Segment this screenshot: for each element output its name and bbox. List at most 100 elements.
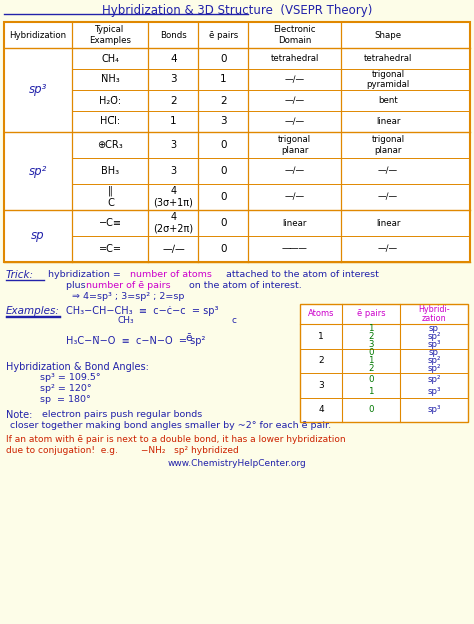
Text: 1: 1 bbox=[368, 387, 374, 396]
Text: —∕—: —∕— bbox=[378, 167, 398, 175]
Text: sp³: sp³ bbox=[427, 340, 441, 349]
Text: linear: linear bbox=[376, 117, 400, 126]
Text: 0: 0 bbox=[220, 54, 227, 64]
Text: on the atom of interest.: on the atom of interest. bbox=[186, 281, 302, 290]
Text: H₃C−N̈−O  ≡  c−N−O  = sp²: H₃C−N̈−O ≡ c−N−O = sp² bbox=[66, 336, 205, 346]
Text: electron pairs push regular bonds: electron pairs push regular bonds bbox=[42, 410, 202, 419]
Text: Electronic
Domain: Electronic Domain bbox=[273, 26, 316, 45]
Text: www.ChemistryHelpCenter.org: www.ChemistryHelpCenter.org bbox=[168, 459, 306, 468]
Text: ‖
 C: ‖ C bbox=[105, 186, 115, 208]
Text: 0: 0 bbox=[220, 140, 227, 150]
Text: 2: 2 bbox=[318, 356, 324, 365]
Text: Hybridization & 3D Structure  (VSEPR Theory): Hybridization & 3D Structure (VSEPR Theo… bbox=[102, 4, 372, 17]
Text: —∕—: —∕— bbox=[285, 192, 305, 202]
Text: 3: 3 bbox=[318, 381, 324, 390]
Text: sp: sp bbox=[31, 230, 45, 243]
Text: 4: 4 bbox=[170, 54, 177, 64]
Text: 3: 3 bbox=[170, 166, 176, 176]
Text: 2: 2 bbox=[368, 364, 374, 373]
Bar bbox=[300, 304, 468, 422]
Text: If an atom with ē pair is next to a double bond, it has a lower hybridization: If an atom with ē pair is next to a doub… bbox=[6, 435, 346, 444]
Text: =C=: =C= bbox=[99, 244, 121, 254]
Text: Hybridization & Bond Angles:: Hybridization & Bond Angles: bbox=[6, 362, 149, 372]
Text: sp  = 180°: sp = 180° bbox=[40, 395, 91, 404]
Bar bbox=[4, 22, 470, 262]
Text: ē pairs: ē pairs bbox=[209, 31, 238, 39]
Text: attached to the atom of interest: attached to the atom of interest bbox=[223, 270, 379, 279]
Text: 0: 0 bbox=[220, 166, 227, 176]
Text: —∕—: —∕— bbox=[162, 244, 185, 254]
Text: 3: 3 bbox=[170, 74, 177, 84]
Text: 0: 0 bbox=[220, 244, 227, 254]
Text: 1: 1 bbox=[318, 332, 324, 341]
Text: trigonal
planar: trigonal planar bbox=[278, 135, 311, 155]
Text: —∕—: —∕— bbox=[285, 117, 305, 126]
Text: 0: 0 bbox=[220, 192, 227, 202]
Text: ⊕CR₃: ⊕CR₃ bbox=[97, 140, 123, 150]
Text: number of atoms: number of atoms bbox=[130, 270, 212, 279]
Text: sp: sp bbox=[429, 324, 439, 333]
Text: HC̈l̈:: HC̈l̈: bbox=[100, 117, 120, 127]
Text: plus: plus bbox=[66, 281, 89, 290]
Text: 0: 0 bbox=[368, 405, 374, 414]
Text: sp²: sp² bbox=[427, 364, 441, 373]
Text: Hybridization: Hybridization bbox=[9, 31, 66, 39]
Text: BH₃: BH₃ bbox=[101, 166, 119, 176]
Text: —―—: —―— bbox=[282, 245, 308, 253]
Text: sp³: sp³ bbox=[427, 405, 441, 414]
Text: 1: 1 bbox=[220, 74, 227, 84]
Text: linear: linear bbox=[283, 218, 307, 228]
Text: sp³: sp³ bbox=[427, 387, 441, 396]
Text: sp²: sp² bbox=[427, 356, 441, 365]
Text: N̈H₃: N̈H₃ bbox=[100, 74, 119, 84]
Text: 1: 1 bbox=[170, 117, 177, 127]
Text: 3: 3 bbox=[220, 117, 227, 127]
Text: Note:: Note: bbox=[6, 410, 32, 420]
Text: 3: 3 bbox=[170, 140, 176, 150]
Text: sp³: sp³ bbox=[28, 84, 47, 97]
Text: bent: bent bbox=[378, 96, 398, 105]
Text: —∕—: —∕— bbox=[285, 96, 305, 105]
Text: Bonds: Bonds bbox=[160, 31, 187, 39]
Text: ē pairs: ē pairs bbox=[357, 310, 385, 318]
Text: −C≡: −C≡ bbox=[99, 218, 121, 228]
Text: H₂Ö:: H₂Ö: bbox=[99, 95, 121, 105]
Text: 0: 0 bbox=[368, 374, 374, 384]
Text: Examples:: Examples: bbox=[6, 306, 60, 316]
Text: 2: 2 bbox=[368, 332, 374, 341]
Text: CH₃−CH−CH₃  ≡  c−ċ−c  = sp³: CH₃−CH−CH₃ ≡ c−ċ−c = sp³ bbox=[66, 306, 219, 316]
Text: 0: 0 bbox=[368, 348, 374, 357]
Text: 4
(3σ+1π): 4 (3σ+1π) bbox=[154, 186, 193, 208]
Text: sp²: sp² bbox=[427, 374, 441, 384]
Text: 4: 4 bbox=[318, 405, 324, 414]
Text: Typical
Examples: Typical Examples bbox=[89, 26, 131, 45]
Text: —∕—: —∕— bbox=[285, 167, 305, 175]
Text: linear: linear bbox=[376, 218, 400, 228]
Text: ⇒ 4=sp³ ; 3=sp² ; 2=sp: ⇒ 4=sp³ ; 3=sp² ; 2=sp bbox=[72, 292, 184, 301]
Text: tetrahedral: tetrahedral bbox=[364, 54, 412, 63]
Text: c: c bbox=[232, 316, 237, 325]
Text: sp²: sp² bbox=[427, 332, 441, 341]
Text: —∕—: —∕— bbox=[285, 75, 305, 84]
Text: ē: ē bbox=[185, 333, 191, 343]
Text: Hybridi-
zation: Hybridi- zation bbox=[418, 305, 450, 323]
Text: 2: 2 bbox=[220, 95, 227, 105]
Text: 1: 1 bbox=[368, 356, 374, 365]
Text: closer together making bond angles smaller by ~2° for each ē pair.: closer together making bond angles small… bbox=[10, 421, 331, 430]
Text: 0: 0 bbox=[220, 218, 227, 228]
Text: number of ē pairs: number of ē pairs bbox=[86, 281, 171, 290]
Text: sp³ = 109.5°: sp³ = 109.5° bbox=[40, 373, 100, 382]
Text: due to conjugation!  e.g.        −NH₂   sp² hybridized: due to conjugation! e.g. −NH₂ sp² hybrid… bbox=[6, 446, 239, 455]
Text: 1: 1 bbox=[368, 324, 374, 333]
Text: Atoms: Atoms bbox=[308, 310, 334, 318]
Text: trigonal
pyramidal: trigonal pyramidal bbox=[366, 70, 410, 89]
Text: tetrahedral: tetrahedral bbox=[271, 54, 319, 63]
Text: sp: sp bbox=[429, 348, 439, 357]
Text: sp²: sp² bbox=[28, 165, 47, 177]
Text: hybridization =: hybridization = bbox=[48, 270, 124, 279]
Text: trigonal
planar: trigonal planar bbox=[372, 135, 404, 155]
Text: 2: 2 bbox=[170, 95, 177, 105]
Text: 3: 3 bbox=[368, 340, 374, 349]
Text: —∕—: —∕— bbox=[378, 245, 398, 253]
Text: CH₄: CH₄ bbox=[101, 54, 119, 64]
